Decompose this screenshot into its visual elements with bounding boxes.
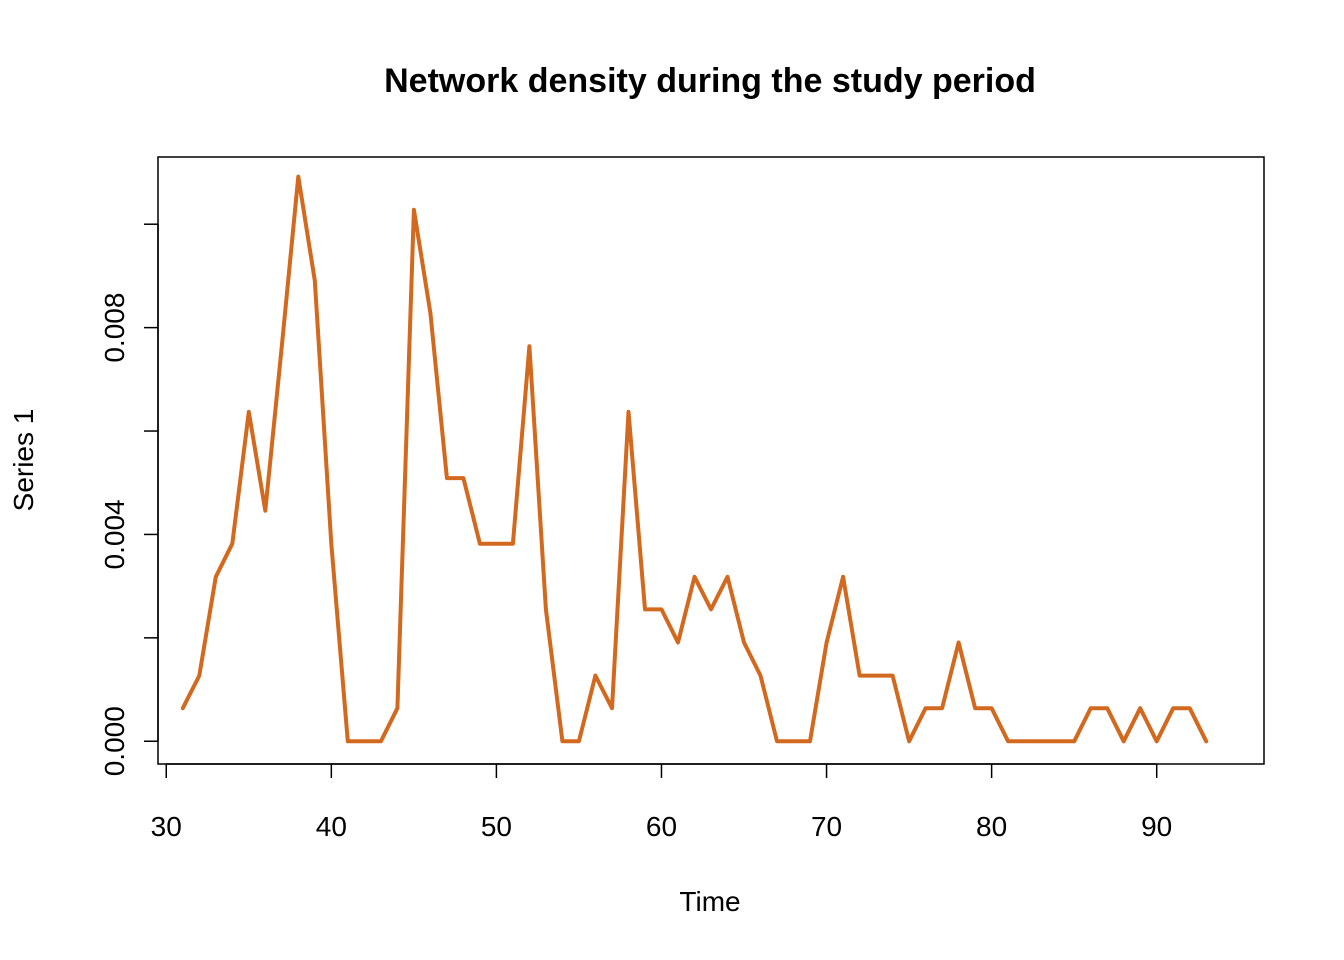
y-axis-label: Series 1 xyxy=(8,409,39,512)
x-tick-label: 60 xyxy=(646,811,677,842)
x-tick-label: 90 xyxy=(1141,811,1172,842)
x-tick-label: 30 xyxy=(151,811,182,842)
y-tick-label: 0.000 xyxy=(99,706,130,776)
x-tick-label: 80 xyxy=(976,811,1007,842)
x-tick-label: 50 xyxy=(481,811,512,842)
y-tick-label: 0.004 xyxy=(99,499,130,569)
plot-frame xyxy=(157,156,1265,765)
series-line xyxy=(180,174,1209,744)
y-tick-label: 0.008 xyxy=(99,293,130,363)
x-axis-label: Time xyxy=(679,886,740,917)
x-axis: 30 40 50 60 70 80 90 xyxy=(151,763,1172,842)
y-axis: 0.000 0.004 0.008 xyxy=(99,223,159,776)
x-tick-label: 70 xyxy=(811,811,842,842)
chart-title: Network density during the study period xyxy=(384,62,1036,100)
x-tick-label: 40 xyxy=(316,811,347,842)
